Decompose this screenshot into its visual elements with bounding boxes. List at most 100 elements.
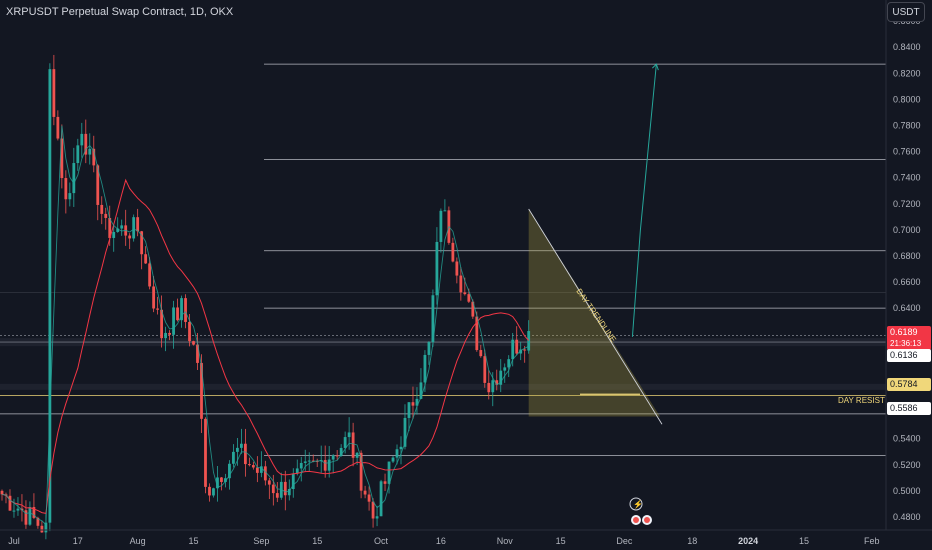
- candle-body: [323, 460, 327, 471]
- candle-body: [92, 148, 96, 166]
- candle-body: [439, 210, 443, 242]
- candle-body: [383, 481, 387, 484]
- candle-body: [523, 349, 527, 351]
- event-icons[interactable]: ⚡: [629, 497, 652, 525]
- candle-body: [503, 367, 507, 371]
- candle-body: [196, 344, 199, 363]
- candle-body: [40, 525, 44, 533]
- last-price-value: 0.6189: [890, 327, 918, 337]
- chart-title: XRPUSDT Perpetual Swap Contract, 1D, OKX: [6, 6, 234, 18]
- y-tick-label: 0.7600: [893, 147, 921, 157]
- candle-body: [371, 501, 375, 519]
- currency-selector-button[interactable]: USDT: [887, 2, 925, 22]
- level-tag-3: 0.5586: [887, 402, 931, 415]
- candle-body: [176, 307, 179, 321]
- candle-body: [275, 493, 279, 498]
- y-tick-label: 0.7800: [893, 120, 921, 130]
- candle-body: [399, 446, 403, 450]
- last-price-tag: 0.6189 21:36:13: [887, 326, 931, 350]
- moving-average-slow: [1, 178, 530, 514]
- candle-body: [96, 165, 100, 205]
- trendline: [528, 208, 663, 425]
- candle-body: [120, 225, 124, 229]
- moving-averages: [1, 125, 530, 526]
- y-tick-label: 0.6400: [893, 303, 921, 313]
- candle-body: [160, 309, 163, 339]
- y-tick-label: 0.5400: [893, 434, 921, 444]
- candle-body: [327, 459, 331, 471]
- x-tick-label: Sep: [253, 536, 269, 546]
- triangle-fill: [528, 208, 660, 417]
- candle-body: [339, 447, 343, 456]
- candle-body: [443, 210, 447, 212]
- candle-body: [32, 507, 36, 518]
- candle-body: [495, 380, 499, 385]
- candle-body: [343, 437, 347, 448]
- countdown-value: 21:36:13: [890, 339, 922, 348]
- projection-arrow: [631, 63, 659, 337]
- candle-body: [247, 464, 251, 466]
- candle-body: [295, 468, 299, 474]
- y-tick-label: 0.5200: [893, 460, 921, 470]
- candle-body: [259, 466, 263, 473]
- horizontal-levels: [0, 63, 886, 457]
- candle-body: [287, 489, 291, 496]
- candle-body: [216, 477, 219, 489]
- candle-body: [208, 486, 211, 496]
- candle-body: [80, 133, 84, 146]
- y-tick-label: 0.7000: [893, 225, 921, 235]
- candle-body: [224, 478, 227, 482]
- candle-body: [351, 432, 355, 458]
- candle-body: [263, 466, 267, 481]
- candle-body: [156, 308, 160, 310]
- x-tick-label: 17: [73, 536, 83, 546]
- moving-average-fast: [1, 125, 529, 526]
- level-tag-2: 0.5784: [887, 378, 931, 391]
- candle-body: [84, 133, 88, 155]
- candle-body: [204, 418, 207, 487]
- y-tick-label: 0.6800: [893, 251, 921, 261]
- candle-body: [291, 473, 295, 490]
- candle-body: [28, 507, 32, 525]
- candle-body: [487, 382, 491, 393]
- candle-body: [24, 510, 28, 525]
- candle-body: [36, 517, 40, 526]
- candle-body: [112, 231, 116, 238]
- candle-body: [331, 455, 335, 460]
- candle-body: [267, 480, 271, 485]
- candle-body: [240, 443, 243, 448]
- candle-body: [180, 298, 183, 321]
- candle-body: [16, 508, 20, 511]
- candle-body: [459, 275, 463, 293]
- candle-body: [104, 213, 108, 218]
- candle-body: [431, 295, 435, 343]
- x-tick-label: 18: [687, 536, 697, 546]
- candle-body: [228, 463, 231, 479]
- candle-body: [232, 451, 235, 464]
- candle-body: [164, 332, 167, 339]
- candle-body: [108, 217, 112, 238]
- candle-body: [188, 321, 191, 342]
- candle-body: [391, 457, 395, 462]
- candle-body: [100, 204, 104, 214]
- price-band: [0, 338, 886, 347]
- candle-body: [236, 447, 239, 452]
- x-tick-label: 15: [556, 536, 566, 546]
- candle-body: [116, 228, 120, 232]
- y-tick-label: 0.8400: [893, 42, 921, 52]
- candle-body: [76, 145, 80, 164]
- candle-body: [212, 488, 215, 496]
- candle-body: [68, 193, 72, 200]
- candle-body: [132, 217, 136, 239]
- candle-body: [527, 331, 531, 351]
- candle-body: [507, 359, 511, 368]
- candle-body: [243, 443, 247, 465]
- candle-body: [48, 69, 52, 523]
- candle-body: [271, 484, 275, 494]
- x-tick-label: 15: [799, 536, 809, 546]
- candle-body: [128, 235, 132, 239]
- y-tick-label: 0.7400: [893, 173, 921, 183]
- y-tick-label: 0.5000: [893, 486, 921, 496]
- candle-body: [367, 494, 371, 502]
